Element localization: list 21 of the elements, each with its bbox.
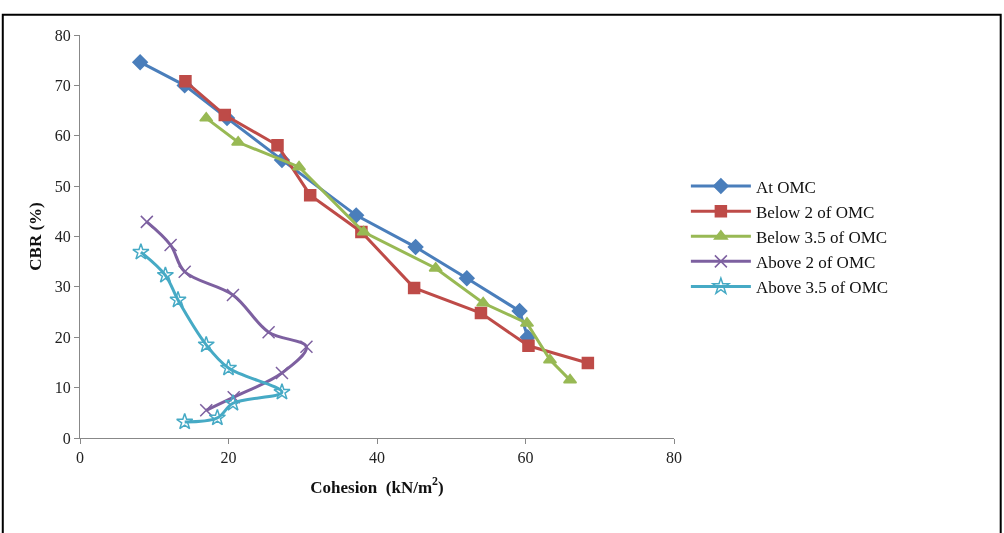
x-tick-label: 0	[76, 449, 84, 467]
y-tick-label: 80	[54, 26, 71, 44]
y-tick-label: 30	[54, 278, 71, 296]
legend-label: Above 3.5 of OMC	[755, 278, 889, 298]
y-tick-label: 0	[62, 429, 71, 447]
y-tick-label: 70	[54, 76, 71, 94]
y-axis-title: CBR (%)	[26, 202, 46, 271]
y-tick-label: 20	[54, 328, 71, 346]
x-axis-title: Cohesion (kN/m$^{2}$)	[310, 474, 444, 497]
legend-label: Below 2 of OMC	[755, 202, 875, 222]
x-tick-label: 80	[666, 449, 682, 467]
legend-label: At OMC	[755, 177, 816, 197]
x-tick-label: 40	[369, 449, 385, 467]
y-tick-label: 50	[54, 177, 71, 195]
legend-label: Below 3.5 of OMC	[755, 227, 888, 247]
x-tick-label: 20	[220, 449, 237, 467]
y-tick-label: 60	[54, 127, 71, 145]
legend-label: Above 2 of OMC	[755, 252, 876, 272]
y-tick-label: 10	[54, 379, 71, 397]
y-tick-label: 40	[54, 228, 71, 246]
x-tick-label: 60	[517, 449, 534, 467]
